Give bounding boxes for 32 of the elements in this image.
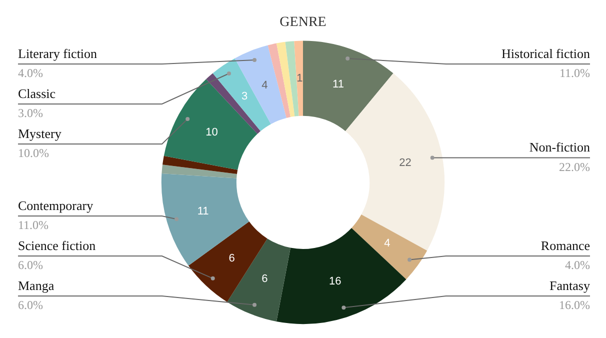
- chart-title: GENRE: [280, 15, 326, 30]
- text: 4.0%: [18, 66, 43, 80]
- data-label: 6: [228, 252, 235, 264]
- slice-label: Fantasy: [550, 278, 590, 293]
- data-label: 16: [329, 275, 342, 288]
- slice-label: Non-fiction: [529, 140, 590, 155]
- text: 16.0%: [559, 298, 590, 312]
- data-label: 4: [262, 80, 268, 92]
- data-label: 4: [384, 238, 390, 250]
- slice-label: Literary fiction: [18, 46, 98, 61]
- text: 11.0%: [559, 66, 590, 80]
- data-label: 22: [399, 156, 412, 169]
- text: 4.0%: [565, 258, 590, 272]
- text: 22.0%: [559, 160, 590, 174]
- data-label: 11: [332, 78, 344, 91]
- text: 6.0%: [18, 258, 43, 272]
- text: 11.0%: [18, 218, 49, 232]
- slice-label: Romance: [540, 238, 590, 253]
- text: 3.0%: [18, 106, 43, 120]
- slice-label: Science fiction: [18, 238, 96, 253]
- data-label: 10: [206, 126, 218, 138]
- slice-label: Mystery: [18, 126, 62, 141]
- data-label: 6: [262, 273, 268, 286]
- data-label: 11: [197, 205, 209, 218]
- slice-label: Contemporary: [18, 198, 94, 213]
- slice-label: Manga: [18, 278, 54, 293]
- text: 10.0%: [18, 146, 49, 160]
- slice-label: Historical fiction: [502, 46, 590, 61]
- data-label: 3: [241, 90, 248, 102]
- slice-label: Classic: [18, 86, 56, 101]
- data-label: 1: [296, 72, 303, 84]
- text: 6.0%: [18, 298, 43, 312]
